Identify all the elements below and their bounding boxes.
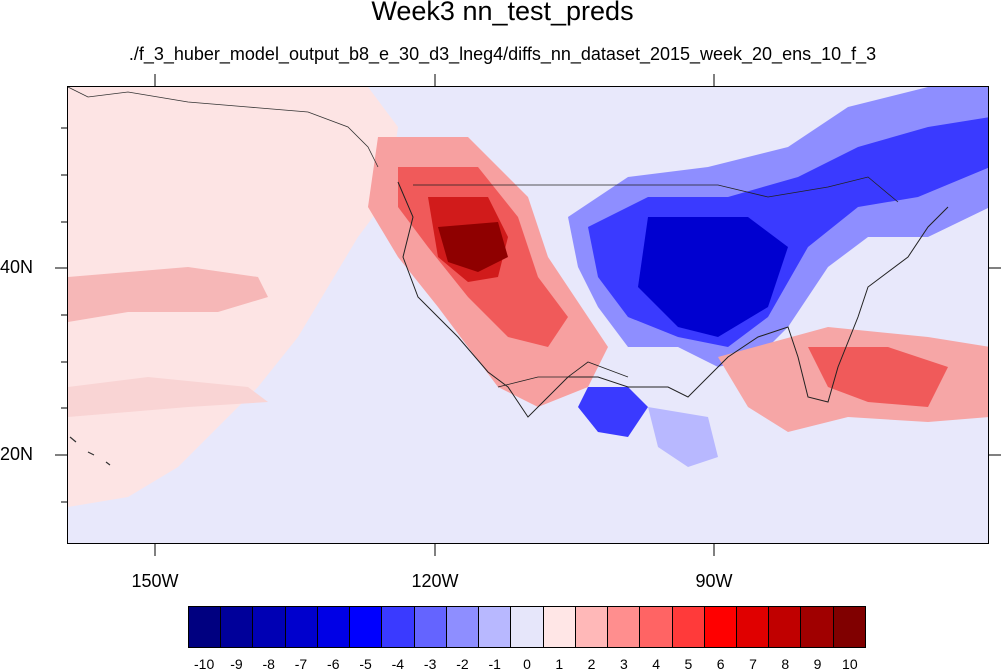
colorbar-tick-label: 0 [523,656,531,672]
plot-title: Week3 nn_test_preds [371,0,634,26]
colorbar-tick-label: -2 [456,656,469,672]
hawaii-islands [69,436,111,466]
colorbar-segment [221,607,254,647]
colorbar-tick-label: -7 [294,656,308,672]
colorbar-segment [350,607,383,647]
colorbar-tick-label: 9 [813,656,822,672]
colorbar-tick-label: -5 [359,656,372,672]
colorbar-segment [769,607,802,647]
colorbar-segment [382,607,415,647]
colorbar-segment [543,607,576,647]
colorbar-tick-label: -10 [194,656,215,672]
canada-us-border [413,176,899,203]
lat-label-40n: 40N [0,257,34,277]
colorbar-segment [317,607,351,647]
eastern-cold-core [638,217,788,337]
colorbar-tick-label: 4 [652,656,661,672]
colorbar-tick-label: 6 [716,656,725,672]
colorbar-tick-label: 8 [781,656,790,672]
western-warm-core [438,222,508,272]
lat-label-20n: 20N [0,444,34,464]
us-mexico-border [497,361,629,388]
lon-label-150w: 150W [131,571,179,591]
gulf-cool-patch [648,407,718,467]
lon-label-120w: 120W [411,571,459,591]
colorbar-segment [479,607,512,647]
colorbar-segment [704,607,737,647]
colorbar [188,606,866,648]
alaska-coast [68,87,379,168]
colorbar-segment [285,607,318,647]
colorbar-tick-label: -1 [488,656,501,672]
lon-label-90w: 90W [695,571,733,591]
colorbar-tick-label: -3 [423,656,437,672]
colorbar-segment [801,607,834,647]
anomaly-map [68,87,988,543]
us-coastline [397,181,949,418]
colorbar-tick-label: 3 [619,656,628,672]
colorbar-segment [189,607,222,647]
colorbar-tick-label: -9 [230,656,243,672]
colorbar-segment [608,607,641,647]
colorbar-tick-label: 2 [587,656,596,672]
colorbar-segment [446,607,480,647]
atlantic-warm-core [808,347,948,407]
colorbar-tick-label: -6 [327,656,340,672]
colorbar-tick-label: 10 [842,656,858,672]
colorbar-tick-label: 7 [749,656,757,672]
colorbar-tick-label: -4 [391,656,405,672]
colorbar-segment [640,607,673,647]
colorbar-segment [736,607,770,647]
plot-subtitle: ./f_3_huber_model_output_b8_e_30_d3_lneg… [128,44,877,64]
colorbar-tick-label: -8 [262,656,275,672]
colorbar-tick-label: 5 [684,656,693,672]
gulf-cold-patch [578,387,648,437]
colorbar-segment [575,607,609,647]
colorbar-segment [253,607,286,647]
colorbar-segment [414,607,447,647]
pacific-pink-band [68,377,268,417]
colorbar-segment [672,607,705,647]
colorbar-tick-label: 1 [555,656,564,672]
colorbar-segment [833,607,865,647]
colorbar-segment [511,607,544,647]
map-panel [67,86,989,544]
pacific-red-band [68,267,268,322]
